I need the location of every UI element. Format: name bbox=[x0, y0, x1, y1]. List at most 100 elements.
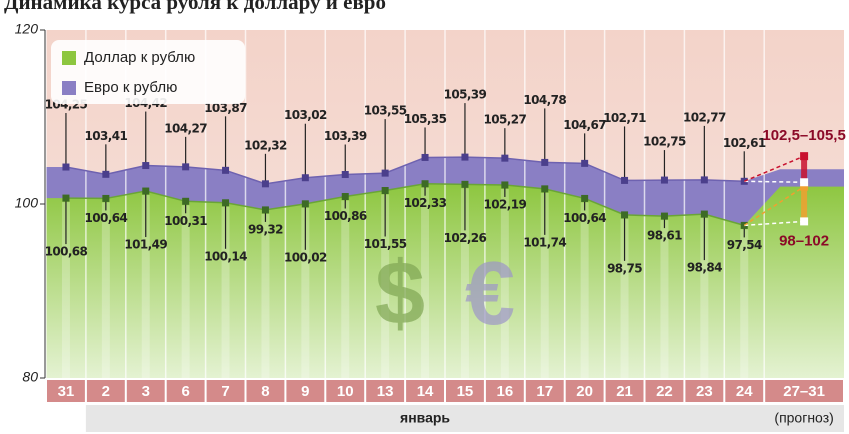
point bbox=[142, 162, 149, 169]
x-tick-label: 15 bbox=[457, 383, 474, 400]
value-label: 100,68 bbox=[45, 245, 88, 259]
point bbox=[661, 213, 668, 220]
point bbox=[581, 160, 588, 167]
legend-swatch bbox=[62, 51, 76, 65]
x-tick-label: 8 bbox=[261, 383, 269, 400]
value-label: 102,32 bbox=[244, 138, 287, 152]
forecast-end bbox=[800, 152, 808, 160]
value-label: 100,14 bbox=[204, 249, 247, 263]
point bbox=[182, 198, 189, 205]
point bbox=[701, 176, 708, 183]
point bbox=[182, 163, 189, 170]
point bbox=[501, 155, 508, 162]
value-label: 97,54 bbox=[727, 238, 762, 252]
value-label: 102,26 bbox=[444, 231, 487, 245]
value-label: 101,74 bbox=[523, 235, 566, 249]
point bbox=[302, 200, 309, 207]
point bbox=[461, 181, 468, 188]
x-tick-label: 23 bbox=[696, 383, 713, 400]
forecast-range bbox=[801, 187, 807, 222]
point bbox=[541, 185, 548, 192]
x-tick-label: 20 bbox=[576, 383, 593, 400]
month-band bbox=[86, 405, 844, 432]
forecast-dash bbox=[744, 181, 804, 182]
x-tick-label: 2 bbox=[102, 383, 110, 400]
value-label: 103,41 bbox=[84, 129, 127, 143]
stripe bbox=[182, 205, 190, 378]
forecast-end bbox=[800, 217, 808, 225]
x-tick-label: 21 bbox=[616, 383, 633, 400]
value-label: 104,67 bbox=[563, 118, 606, 132]
value-label: 105,27 bbox=[483, 113, 526, 127]
x-tick-label: 14 bbox=[417, 383, 434, 400]
value-label: 102,19 bbox=[483, 197, 526, 211]
y-tick-label: 80 bbox=[22, 369, 38, 385]
value-label: 102,71 bbox=[603, 111, 646, 125]
value-label: 100,64 bbox=[563, 211, 606, 225]
y-tick-label: 120 bbox=[15, 21, 39, 37]
value-label: 100,64 bbox=[84, 211, 127, 225]
point bbox=[102, 171, 109, 178]
value-label: 103,02 bbox=[284, 108, 327, 122]
point bbox=[661, 177, 668, 184]
forecast-label: 98–102 bbox=[779, 232, 829, 249]
point bbox=[62, 195, 69, 202]
point bbox=[382, 187, 389, 194]
point bbox=[262, 206, 269, 213]
value-label: 100,02 bbox=[284, 250, 327, 264]
point bbox=[262, 180, 269, 187]
value-label: 102,33 bbox=[404, 196, 447, 210]
point bbox=[342, 193, 349, 200]
forecast-end bbox=[800, 178, 808, 186]
value-label: 98,61 bbox=[647, 229, 682, 243]
currency-symbol: € bbox=[465, 244, 515, 344]
y-tick-label: 100 bbox=[15, 195, 39, 211]
point bbox=[222, 199, 229, 206]
x-tick-label: 3 bbox=[142, 383, 150, 400]
value-label: 99,32 bbox=[248, 222, 283, 236]
chart: Динамика курса рубля к доллару и евро $€… bbox=[0, 0, 849, 434]
point bbox=[581, 195, 588, 202]
value-label: 103,55 bbox=[364, 104, 407, 118]
legend-swatch bbox=[62, 81, 76, 95]
point bbox=[382, 170, 389, 177]
x-tick-label: 17 bbox=[536, 383, 553, 400]
x-tick-label: 24 bbox=[736, 383, 753, 400]
legend-label: Доллар к рублю bbox=[84, 49, 195, 66]
value-label: 102,75 bbox=[643, 135, 686, 149]
value-label: 105,35 bbox=[404, 112, 447, 126]
stripe bbox=[261, 214, 269, 378]
x-tick-label: 6 bbox=[181, 383, 189, 400]
x-tick-label: 10 bbox=[337, 383, 354, 400]
stripe bbox=[102, 202, 110, 378]
value-label: 100,31 bbox=[164, 214, 207, 228]
x-tick-label: 13 bbox=[377, 383, 394, 400]
value-label: 98,84 bbox=[687, 261, 722, 275]
point bbox=[342, 171, 349, 178]
point bbox=[222, 167, 229, 174]
point bbox=[102, 195, 109, 202]
forecast-note: (прогноз) bbox=[774, 410, 833, 426]
value-label: 104,27 bbox=[164, 121, 207, 135]
point bbox=[142, 188, 149, 195]
value-label: 102,61 bbox=[723, 136, 766, 150]
x-tick-label: 27–31 bbox=[783, 383, 825, 400]
value-label: 104,78 bbox=[523, 93, 566, 107]
stripe bbox=[341, 201, 349, 378]
point bbox=[62, 164, 69, 171]
chart-title: Динамика курса рубля к доллару и евро bbox=[4, 0, 386, 14]
point bbox=[501, 181, 508, 188]
point bbox=[422, 180, 429, 187]
x-tick-label: 31 bbox=[58, 383, 75, 400]
forecast-label: 102,5–105,5 bbox=[762, 127, 845, 144]
point bbox=[541, 159, 548, 166]
stripe bbox=[660, 220, 668, 378]
stripe bbox=[581, 202, 589, 378]
value-label: 100,86 bbox=[324, 209, 367, 223]
value-label: 102,77 bbox=[683, 110, 726, 124]
x-tick-label: 9 bbox=[301, 383, 309, 400]
value-label: 101,49 bbox=[124, 238, 167, 252]
value-label: 98,75 bbox=[607, 261, 642, 275]
x-tick-label: 16 bbox=[497, 383, 514, 400]
x-tick-label: 7 bbox=[221, 383, 229, 400]
